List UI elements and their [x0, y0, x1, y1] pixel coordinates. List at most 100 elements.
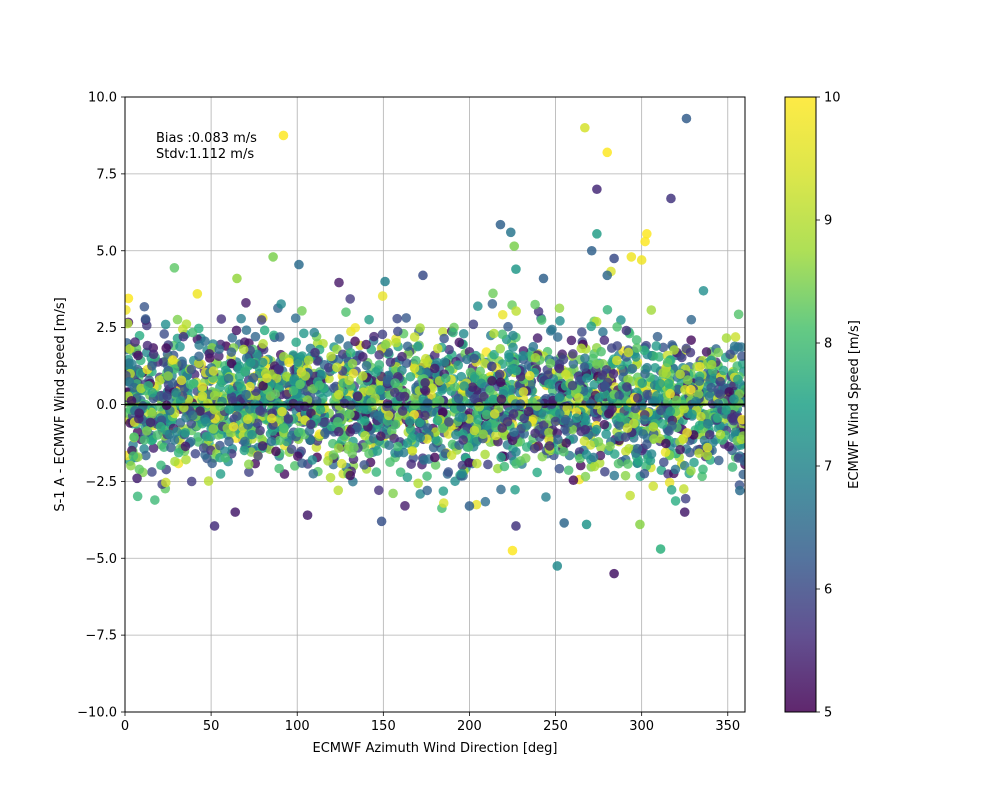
scatter-point [336, 458, 347, 469]
scatter-point-outlier [538, 273, 549, 284]
scatter-point [362, 404, 372, 415]
scatter-point [476, 378, 487, 389]
scatter-point [481, 409, 492, 420]
scatter-point [554, 463, 565, 474]
annotation-bias: Bias :0.083 m/s [156, 131, 257, 146]
scatter-point [140, 314, 151, 324]
scatter-point [702, 442, 713, 453]
scatter-point [422, 357, 433, 367]
scatter-point [415, 323, 425, 333]
y-tick-label: 0.0 [96, 398, 117, 413]
scatter-point [600, 381, 610, 391]
scatter-point [209, 390, 220, 401]
y-tick-label: 2.5 [96, 321, 117, 336]
colorbar-frame [784, 96, 817, 713]
scatter-point [231, 325, 242, 336]
scatter-point [271, 446, 281, 457]
scatter-point-outlier [511, 521, 521, 531]
scatter-point [175, 341, 185, 352]
scatter-point [244, 404, 255, 414]
scatter-point [586, 321, 597, 332]
scatter-point [395, 467, 406, 477]
scatter-point [444, 344, 454, 355]
scatter-point [521, 442, 532, 452]
scatter-point [485, 385, 495, 396]
scatter-point [564, 417, 574, 428]
scatter-point [701, 347, 712, 357]
scatter-point [509, 427, 519, 438]
scatter-point [347, 358, 358, 369]
scatter-point [332, 362, 342, 373]
scatter-point [333, 389, 344, 400]
scatter-point [706, 382, 716, 393]
scatter-point [632, 443, 643, 454]
scatter-point [402, 341, 413, 352]
scatter-point [631, 352, 641, 362]
scatter-point [627, 363, 638, 374]
scatter-point [169, 263, 180, 273]
scatter-point-outlier [559, 518, 569, 528]
scatter-point [194, 351, 204, 362]
scatter-point [575, 460, 586, 471]
scatter-point [554, 393, 565, 403]
scatter-point [463, 442, 474, 453]
scatter-point [334, 334, 345, 344]
scatter-point [568, 358, 579, 369]
scatter-point [519, 413, 530, 424]
scatter-point [147, 467, 157, 477]
scatter-point [339, 398, 350, 409]
scatter-point [693, 389, 704, 400]
scatter-point [186, 364, 197, 375]
y-tick-label: −10.0 [77, 706, 117, 721]
scatter-point [401, 313, 412, 323]
scatter-point [608, 369, 619, 379]
scatter-point [293, 427, 304, 438]
scatter-point [615, 412, 625, 423]
scatter-point [247, 429, 257, 440]
scatter-point [187, 410, 198, 421]
scatter-point [207, 458, 217, 469]
scatter-point [127, 359, 137, 369]
scatter-point [600, 466, 610, 477]
scatter-point [704, 391, 715, 401]
scatter-point [488, 288, 498, 299]
scatter-point [694, 361, 705, 372]
scatter-point [423, 398, 433, 408]
scatter-point [620, 470, 631, 481]
scatter-point [228, 421, 239, 432]
scatter-point-outlier [278, 130, 289, 141]
scatter-point [555, 316, 565, 326]
scatter-point [737, 414, 745, 425]
scatter-point [197, 391, 208, 401]
scatter-point [483, 459, 493, 470]
x-tick-label: 200 [457, 719, 482, 734]
scatter-point [392, 313, 402, 324]
scatter-point [524, 370, 535, 381]
scatter-point [649, 434, 659, 444]
scatter-point [661, 438, 671, 449]
scatter-point [350, 336, 360, 347]
scatter-point [348, 368, 359, 379]
scatter-point [503, 321, 513, 332]
scatter-point [345, 409, 355, 420]
scatter-point-outlier [132, 473, 142, 484]
scatter-point [529, 443, 540, 454]
scatter-point [200, 336, 210, 346]
scatter-point [488, 394, 499, 405]
scatter-point [288, 385, 299, 396]
scatter-point [682, 375, 693, 385]
scatter-point [420, 410, 430, 421]
scatter-point [375, 385, 385, 395]
scatter-point [437, 423, 448, 434]
scatter-point [480, 496, 491, 507]
scatter-point [132, 491, 143, 502]
scatter-point [125, 344, 135, 354]
scatter-point [266, 413, 277, 424]
scatter-point [145, 417, 156, 428]
scatter-point [724, 441, 734, 452]
colorbar-label: ECMWF Wind Speed [m/s] [847, 320, 862, 489]
scatter-point [697, 471, 707, 482]
scatter-point [467, 382, 478, 392]
scatter-point [561, 438, 571, 448]
scatter-point [496, 484, 506, 495]
